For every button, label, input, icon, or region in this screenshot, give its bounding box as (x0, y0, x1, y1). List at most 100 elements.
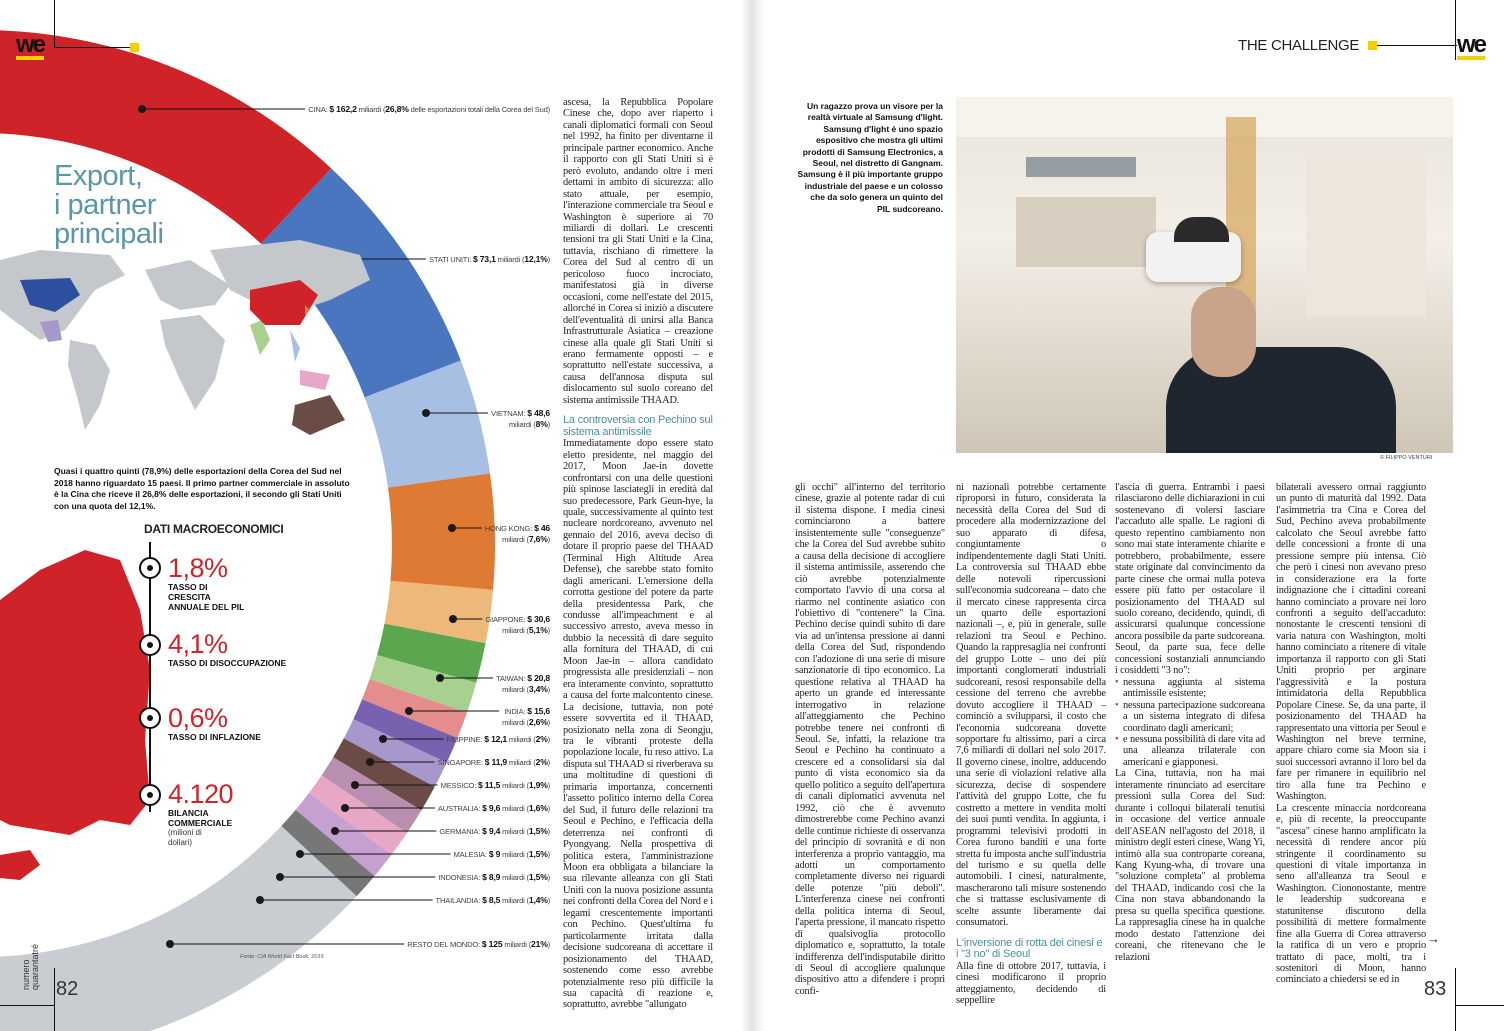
page-number-right: 83 (1424, 978, 1447, 1000)
partner-pct: 1,9% (528, 780, 548, 790)
photo-caption: Un ragazzo prova un visore per la realtà… (797, 101, 943, 214)
partner-unit: miliardi (504, 940, 527, 949)
article-column-1: ascesa, la Repubblica Popolare Cinese ch… (563, 97, 713, 1011)
donut-slice-resto-del-mondo (0, 825, 357, 1031)
partner-unit: miliardi (502, 718, 525, 727)
partner-pct: 8% (535, 419, 548, 429)
donut-label-giappone: GIAPPONE: $ 30,6 miliardi (5,1%) (485, 614, 550, 635)
partner-value: $ 8,9 (482, 872, 501, 882)
donut-label-vietnam: VIETNAM: $ 48,6 miliardi (8%) (491, 408, 550, 429)
leader-dot-icon (436, 674, 444, 682)
partner-pct: 7,6% (528, 534, 548, 544)
partner-unit: miliardi (502, 535, 525, 544)
donut-label-filippine: FILIPPINE: $ 12,1 miliardi (2%) (446, 734, 550, 744)
yellow-square-icon (130, 43, 139, 52)
macro-heading: DATI MACROECONOMICI (144, 522, 284, 536)
source-note: Fonte: CIA World Fact Book, 2019 (240, 954, 324, 960)
list-item: nessuna aggiunta al sistema antimissile … (1115, 677, 1265, 700)
stat-inflation: 0,6% TASSO DI INFLAZIONE (168, 703, 261, 742)
leader-dot-icon (379, 735, 387, 743)
infographic-caption: Quasi i quattro quinti (78,9%) delle esp… (54, 466, 350, 511)
partner-pct: 3,4% (528, 684, 548, 694)
donut-label-stati-uniti: STATI UNITI: $ 73,1 miliardi (12,1%) (429, 254, 550, 264)
donut-label-germania: GERMANIA: $ 9,4 miliardi (1,5%) (439, 826, 550, 836)
header-rule (54, 0, 55, 48)
partner-unit: miliardi (502, 827, 525, 836)
donut-label-cina: CINA: $ 162,2 miliardi (26,8% delle espo… (308, 104, 550, 114)
yellow-square-icon (1368, 41, 1377, 50)
leader-dot-icon (341, 804, 349, 812)
partner-unit: miliardi (502, 873, 525, 882)
donut-slice-germania (321, 757, 422, 833)
timeline-dot-icon (139, 784, 161, 806)
partner-pct: 21% (531, 939, 548, 949)
partner-value: $ 11,5 (478, 780, 501, 790)
partner-name: INDIA (504, 707, 524, 716)
leader-dot-icon (166, 940, 174, 948)
donut-slice-thailandia (281, 809, 375, 897)
partner-name: STATI UNITI (429, 255, 470, 264)
partner-name: VIETNAM (491, 409, 524, 418)
partner-name: TAIWAN (495, 674, 524, 683)
article-column-2: gli occhi" all'interno del territorio ci… (795, 482, 945, 997)
donut-label-taiwan: TAIWAN: $ 20,8 miliardi (3,4%) (495, 673, 550, 694)
macro-timeline-line (149, 542, 151, 812)
leader-dot-icon (351, 781, 359, 789)
article-column-4: l'ascia di guerra. Entrambi i paesi rila… (1115, 482, 1265, 963)
partner-value: $ 162,2 (329, 104, 357, 114)
subheading: L'inversione di rotta dei cinesi e i "3 … (956, 936, 1103, 961)
partner-pct: 1,5% (528, 849, 548, 859)
partner-value: $ 8,5 (482, 895, 501, 905)
partner-unit: miliardi (502, 685, 525, 694)
donut-slice-vietnam (364, 360, 490, 488)
partner-value: $ 20,8 (527, 673, 550, 683)
stat-trade-balance: 4.120 BILANCIA COMMERCIALE (milioni di dol… (168, 779, 234, 847)
leader-dot-icon (256, 896, 264, 904)
donut-label-indonesia: INDONESIA: $ 8,9 miliardi (1,5%) (438, 872, 550, 882)
partner-name: RESTO DEL MONDO (407, 940, 479, 949)
partner-unit: miliardi (502, 896, 525, 905)
world-map (0, 240, 370, 435)
partner-unit: miliardi (502, 804, 525, 813)
photo-credit: © FILIPPO VENTURI (1380, 455, 1433, 461)
footer-rule (1455, 1005, 1504, 1006)
article-column-5: bilaterali avessero ormai raggiunto un p… (1276, 482, 1426, 986)
partner-name: GERMANIA (439, 827, 479, 836)
korea-map (0, 550, 150, 880)
list-item: e nessuna possibilità di dare vita ad un… (1115, 734, 1265, 768)
partner-pct: 12,1% (524, 254, 548, 264)
infographic-title: Export, i partner principali (54, 160, 164, 250)
footer-rule (1455, 968, 1456, 1031)
partner-unit: miliardi (358, 105, 382, 114)
donut-label-india: INDIA: $ 15,6 miliardi (2,6%) (502, 706, 550, 727)
partner-name: FILIPPINE (446, 735, 481, 744)
donut-slice-hong-kong (387, 473, 496, 590)
partner-unit: miliardi (502, 626, 525, 635)
partner-pct: 5,1% (528, 625, 548, 635)
partner-pct: 2% (535, 757, 548, 767)
partner-value: $ 12,1 (484, 734, 507, 744)
donut-slice-australia (333, 738, 435, 811)
partner-name: INDONESIA (438, 873, 479, 882)
partner-name: THAILANDIA (435, 896, 479, 905)
footer-rule (0, 1005, 54, 1006)
partner-pct: 2,6% (528, 717, 548, 727)
timeline-dot-icon (139, 557, 161, 579)
donut-slice-singapore (353, 699, 458, 763)
logo-left: we (16, 31, 46, 60)
header-rule (1455, 0, 1456, 60)
donut-slice-india (369, 655, 477, 713)
partner-name: SINGAPORE (437, 758, 482, 767)
partner-unit: miliardi (508, 735, 532, 744)
section-title: THE CHALLENGE (1238, 37, 1360, 54)
partner-name: CINA (308, 105, 326, 114)
partner-pct: 1,5% (528, 826, 548, 836)
leader-dot-icon (448, 524, 456, 532)
partner-value: $ 73,1 (472, 254, 496, 264)
partner-unit: miliardi (497, 255, 521, 264)
partner-name: AUSTRALIA (437, 804, 479, 813)
logo-right: we (1457, 31, 1487, 60)
donut-slice-indonesia (295, 792, 392, 877)
partner-name: MESSICO (440, 781, 475, 790)
partner-pct: 1,4% (528, 895, 548, 905)
